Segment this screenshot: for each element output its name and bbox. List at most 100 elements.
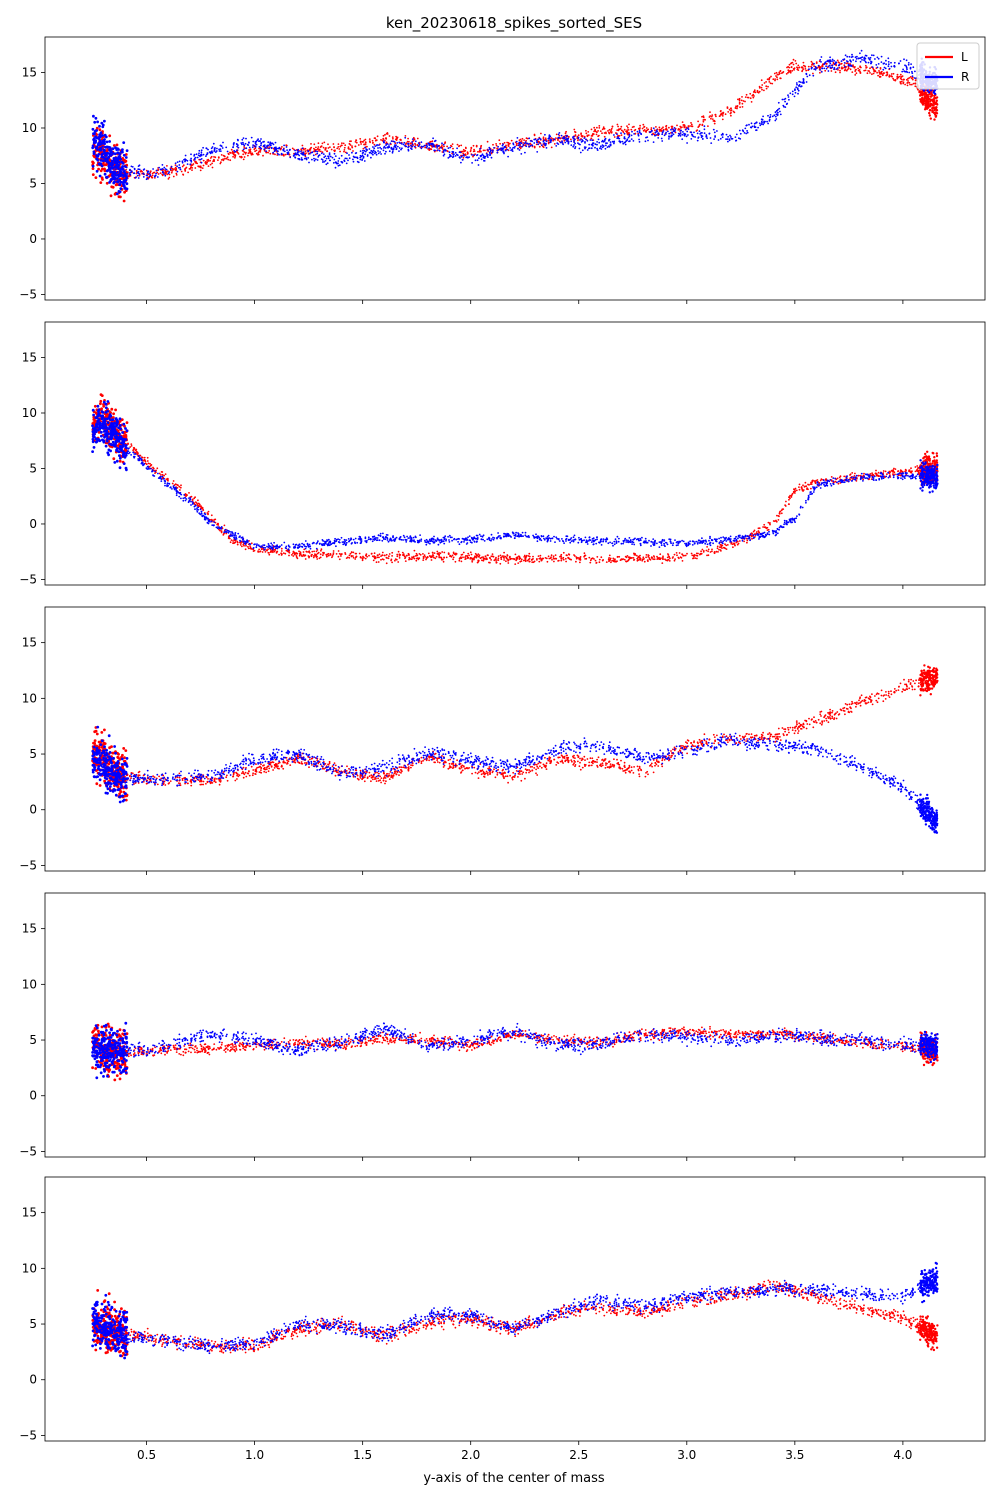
point-R	[479, 147, 482, 150]
point-L	[765, 527, 768, 530]
point-L	[364, 143, 367, 146]
point-L	[390, 559, 392, 562]
point-L	[863, 69, 866, 72]
point-R	[98, 174, 102, 178]
point-R	[519, 145, 521, 147]
point-R	[590, 147, 593, 150]
point-R	[609, 143, 612, 146]
point-R	[531, 144, 534, 147]
point-L	[787, 71, 789, 74]
point-R	[608, 138, 611, 141]
point-R	[592, 145, 594, 147]
point-R	[198, 149, 201, 152]
point-R	[125, 166, 128, 169]
point-R	[236, 145, 239, 148]
point-R	[100, 121, 104, 125]
point-R	[161, 171, 164, 174]
point-L	[443, 145, 445, 148]
point-L	[768, 76, 771, 79]
point-R	[535, 139, 538, 142]
point-R	[574, 146, 577, 148]
point-R	[487, 149, 489, 151]
point-R	[760, 118, 763, 121]
point-R	[779, 113, 782, 116]
point-R	[638, 141, 641, 143]
point-L	[623, 128, 626, 131]
point-L	[766, 78, 769, 81]
point-L	[284, 153, 287, 156]
point-R	[783, 98, 785, 101]
point-L	[879, 73, 881, 75]
point-R	[116, 159, 120, 162]
point-R	[322, 153, 325, 156]
point-R	[735, 133, 738, 136]
point-R	[351, 151, 353, 154]
point-R	[269, 142, 272, 145]
point-L	[315, 556, 318, 558]
point-L	[470, 553, 473, 556]
point-L	[697, 126, 700, 128]
point-L	[587, 134, 590, 137]
point-R	[652, 141, 655, 144]
point-R	[137, 177, 140, 179]
point-L	[366, 555, 368, 558]
point-R	[613, 134, 615, 136]
point-L	[500, 556, 502, 559]
point-L	[545, 557, 548, 560]
point-R	[558, 132, 561, 134]
point-L	[794, 492, 796, 494]
point-R	[746, 131, 749, 134]
point-L	[560, 557, 563, 560]
point-L	[216, 522, 219, 525]
point-L	[320, 145, 323, 148]
point-L	[359, 140, 362, 143]
point-L	[760, 86, 763, 89]
point-L	[886, 73, 889, 76]
point-L	[845, 62, 848, 65]
point-R	[751, 125, 754, 128]
point-L	[729, 112, 732, 115]
point-L	[874, 70, 877, 72]
point-R	[165, 168, 168, 171]
point-R	[108, 181, 111, 184]
point-L	[515, 144, 518, 147]
point-R	[525, 145, 528, 148]
point-R	[885, 59, 887, 62]
point-R	[583, 146, 586, 149]
point-L	[315, 146, 317, 149]
point-L	[395, 135, 397, 138]
point-R	[887, 57, 890, 60]
point-L	[914, 82, 917, 85]
point-L	[593, 130, 595, 133]
point-R	[753, 125, 756, 128]
point-L	[672, 556, 674, 558]
point-R	[94, 116, 98, 120]
point-R	[887, 61, 890, 63]
point-L	[610, 129, 612, 132]
point-L	[460, 557, 463, 560]
point-L	[813, 65, 815, 67]
point-L	[936, 103, 939, 106]
point-R	[100, 149, 103, 152]
point-L	[262, 154, 264, 157]
point-R	[584, 147, 586, 150]
point-L	[701, 124, 704, 127]
point-L	[673, 553, 676, 556]
point-R	[125, 175, 127, 178]
point-L	[804, 68, 807, 70]
point-L	[497, 559, 500, 561]
point-R	[766, 120, 768, 123]
point-L	[343, 149, 346, 151]
point-L	[387, 557, 390, 560]
point-R	[759, 124, 762, 127]
point-L	[540, 132, 542, 135]
point-R	[115, 166, 117, 169]
point-R	[411, 138, 414, 141]
point-L	[391, 555, 393, 557]
point-L	[143, 456, 146, 459]
point-L	[550, 554, 553, 557]
point-L	[776, 76, 778, 79]
point-R	[176, 161, 179, 164]
point-L	[364, 138, 367, 141]
point-R	[110, 150, 113, 153]
